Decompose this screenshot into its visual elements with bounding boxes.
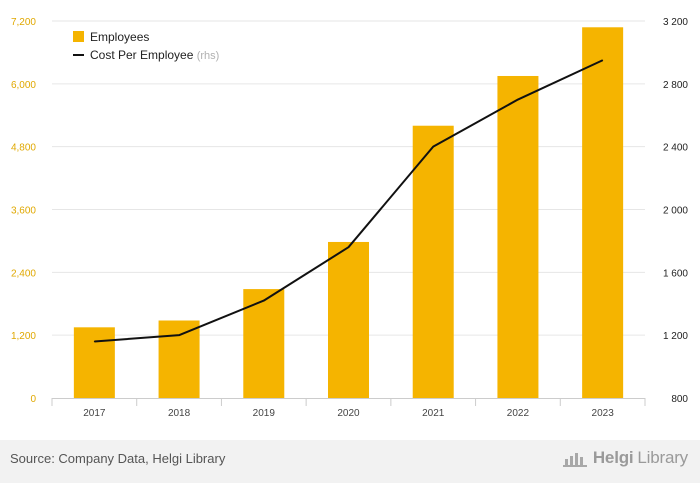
footer (0, 440, 700, 483)
brand-name-part2: Library (637, 448, 688, 467)
line-point (263, 300, 265, 302)
line-point (517, 99, 519, 101)
left-axis-tick-label: 3,600 (11, 206, 36, 217)
brand-name-part1: Helgi (592, 448, 634, 467)
right-axis-tick-label: 1 600 (663, 268, 688, 279)
bar (497, 75, 539, 399)
grid (52, 20, 645, 336)
library-icon (562, 453, 587, 467)
legend-swatch-employees (73, 31, 84, 42)
x-axis-tick-label: 2018 (168, 408, 191, 419)
x-axis-tick-label: 2019 (253, 408, 276, 419)
source-note: Source: Company Data, Helgi Library (10, 451, 226, 466)
legend-label-rhs: (rhs) (197, 50, 220, 62)
line-point (432, 146, 434, 148)
line-point (602, 59, 604, 61)
x-axis-tick-label: 2020 (337, 408, 360, 419)
bars (73, 27, 624, 399)
bar (582, 27, 624, 399)
line-series (93, 59, 604, 343)
bar (328, 241, 369, 398)
line-point (93, 340, 95, 342)
axes: 0 1,200 2,400 3,600 4,800 6,000 7,200 800 1 200 1… (11, 17, 688, 419)
legend-label-cost-per-employee: Cost Per Employee (rhs) (90, 48, 219, 62)
left-axis-tick-label: 4,800 (11, 143, 36, 154)
chart-svg: 0 1,200 2,400 3,600 4,800 6,000 7,200 800 1 200 1… (11, 17, 688, 419)
bar (158, 320, 200, 398)
line-point (178, 334, 180, 336)
brand-logo[interactable]: Helgi Library (562, 448, 688, 468)
right-axis-tick-label: 2 800 (663, 80, 688, 91)
x-axis-tick-label: 2023 (592, 408, 615, 419)
line-point (348, 246, 349, 248)
left-axis-tick-label: 7,200 (11, 17, 36, 28)
right-axis-tick-label: 3 200 (663, 17, 688, 28)
right-axis-tick-label: 2 400 (663, 143, 688, 154)
legend: Employees Cost Per Employee (rhs) (73, 30, 219, 62)
right-axis-tick-label: 800 (671, 394, 688, 405)
left-axis-tick-label: 2,400 (11, 268, 36, 279)
x-axis-tick-label: 2021 (422, 408, 445, 419)
x-axis-tick-label: 2022 (507, 408, 530, 419)
legend-label-cost-per-employee-name: Cost Per Employee (90, 48, 197, 62)
left-axis-tick-label: 0 (30, 394, 36, 405)
legend-label-employees: Employees (90, 30, 149, 44)
bar (412, 125, 454, 398)
left-axis-tick-label: 6,000 (11, 80, 36, 91)
x-axis-tick-label: 2017 (83, 408, 106, 419)
left-axis-tick-label: 1,200 (11, 331, 36, 342)
right-axis-tick-label: 1 200 (663, 331, 688, 342)
right-axis-tick-label: 2 000 (663, 206, 688, 217)
bar (73, 327, 115, 398)
